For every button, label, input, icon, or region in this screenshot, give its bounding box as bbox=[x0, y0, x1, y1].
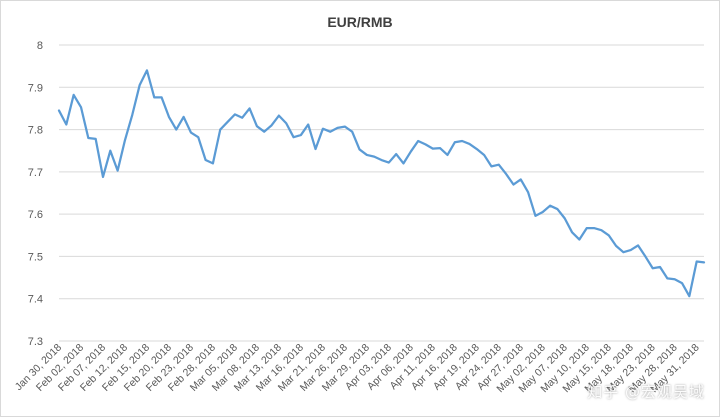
y-tick-label: 7.9 bbox=[28, 82, 43, 94]
y-tick-label: 7.4 bbox=[28, 294, 43, 306]
gridlines bbox=[59, 44, 704, 342]
y-tick-label: 7.3 bbox=[28, 336, 43, 348]
y-tick-label: 7.8 bbox=[28, 125, 43, 137]
y-tick-label: 7.5 bbox=[28, 251, 43, 263]
watermark: 知乎 @宏观吴域 bbox=[587, 383, 705, 401]
series-layer bbox=[57, 69, 706, 298]
y-tick-label: 7.7 bbox=[28, 167, 43, 179]
chart-title: EUR/RMB bbox=[327, 14, 392, 30]
series-line bbox=[57, 69, 706, 298]
y-axis-tick-labels: 8 7.9 7.8 7.7 7.6 7.5 7.4 7.3 bbox=[28, 40, 43, 348]
y-tick-label: 7.6 bbox=[28, 209, 43, 221]
y-tick-label: 8 bbox=[37, 40, 43, 52]
